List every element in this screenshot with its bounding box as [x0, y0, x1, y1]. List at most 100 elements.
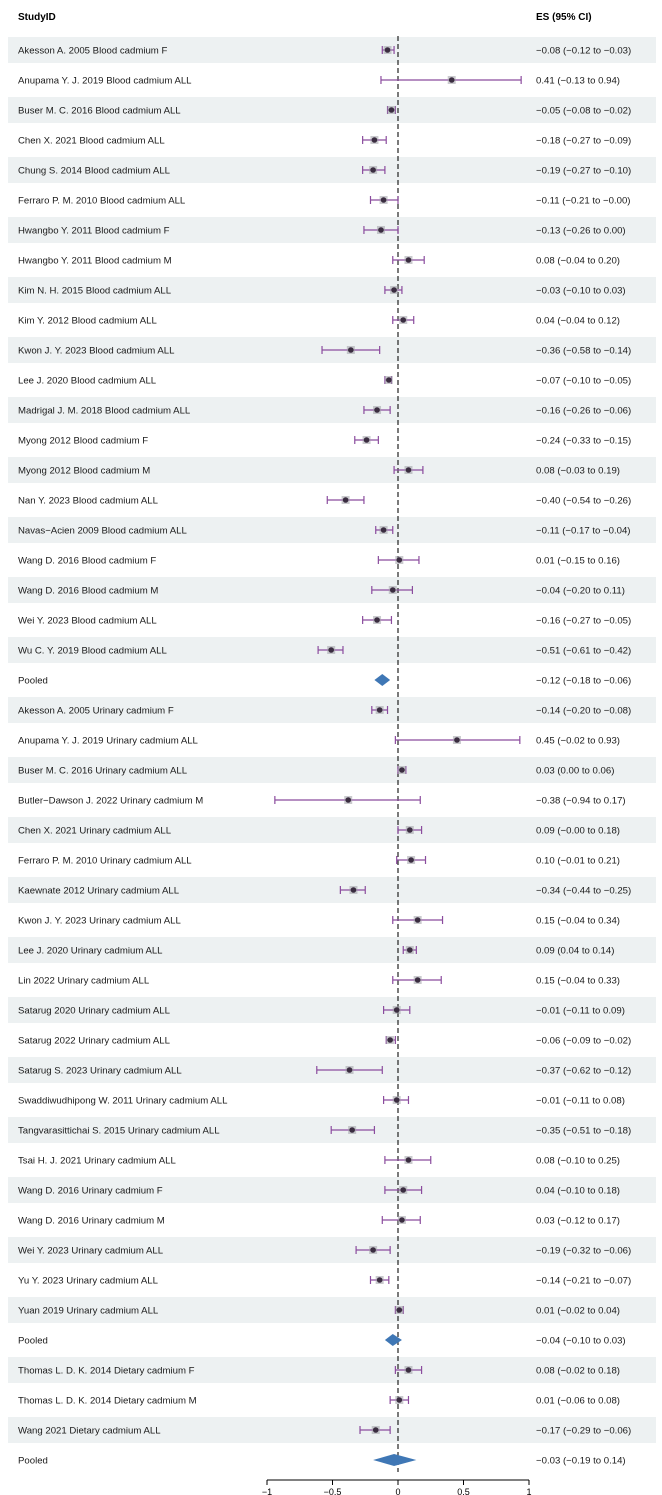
study-label: Tangvarasittichai S. 2015 Urinary cadmiu…: [18, 1126, 220, 1137]
point-estimate: [407, 827, 413, 833]
es-ci-value: −0.04 (−0.10 to 0.03): [536, 1336, 626, 1347]
es-ci-value: −0.34 (−0.44 to −0.25): [536, 886, 631, 897]
study-label: Akesson A. 2005 Blood cadmium F: [18, 46, 167, 57]
point-estimate: [349, 1127, 355, 1133]
study-label: Myong 2012 Blood cadmium F: [18, 436, 148, 447]
point-estimate: [381, 197, 387, 203]
point-estimate: [389, 107, 395, 113]
es-ci-value: −0.18 (−0.27 to −0.09): [536, 136, 631, 147]
study-id-header: StudyID: [18, 12, 56, 23]
point-estimate: [400, 1187, 406, 1193]
x-tick-label: −0.5: [324, 1487, 342, 1495]
es-ci-value: −0.07 (−0.10 to −0.05): [536, 376, 631, 387]
study-label: Wei Y. 2023 Urinary cadmium ALL: [18, 1246, 164, 1257]
x-tick-label: 0: [395, 1487, 400, 1495]
pooled-label: Pooled: [18, 1336, 48, 1347]
point-estimate: [391, 287, 397, 293]
study-label: Satarug 2022 Urinary cadmium ALL: [18, 1036, 171, 1047]
point-estimate: [454, 737, 460, 743]
es-ci-value: −0.03 (−0.10 to 0.03): [536, 286, 626, 297]
es-ci-value: 0.01 (−0.15 to 0.16): [536, 556, 620, 567]
es-ci-value: 0.10 (−0.01 to 0.21): [536, 856, 620, 867]
es-ci-value: −0.36 (−0.58 to −0.14): [536, 346, 631, 357]
study-label: Anupama Y. J. 2019 Urinary cadmium ALL: [18, 736, 199, 747]
es-ci-value: 0.41 (−0.13 to 0.94): [536, 76, 620, 87]
es-ci-value: 0.04 (−0.10 to 0.18): [536, 1186, 620, 1197]
study-label: Satarug 2020 Urinary cadmium ALL: [18, 1006, 171, 1017]
point-estimate: [364, 437, 370, 443]
es-ci-value: −0.06 (−0.09 to −0.02): [536, 1036, 631, 1047]
point-estimate: [394, 1097, 400, 1103]
es-ci-value: −0.11 (−0.21 to −0.00): [536, 196, 631, 207]
point-estimate: [372, 137, 378, 143]
es-ci-value: −0.08 (−0.12 to −0.03): [536, 46, 631, 57]
point-estimate: [351, 887, 357, 893]
study-label: Madrigal J. M. 2018 Blood cadmium ALL: [18, 406, 191, 417]
point-estimate: [377, 707, 383, 713]
es-ci-value: −0.01 (−0.11 to 0.09): [536, 1006, 625, 1017]
point-estimate: [406, 1367, 412, 1373]
study-label: Tsai H. J. 2021 Urinary cadmium ALL: [18, 1156, 176, 1167]
study-label: Chen X. 2021 Blood cadmium ALL: [18, 136, 165, 147]
point-estimate: [387, 1037, 393, 1043]
es-ci-value: −0.01 (−0.11 to 0.08): [536, 1096, 625, 1107]
study-label: Kaewnate 2012 Urinary cadmium ALL: [18, 886, 180, 897]
x-tick-label: −1: [262, 1487, 272, 1495]
point-estimate: [449, 77, 455, 83]
es-ci-value: −0.16 (−0.27 to −0.05): [536, 616, 631, 627]
point-estimate: [345, 797, 351, 803]
point-estimate: [370, 167, 376, 173]
point-estimate: [415, 977, 421, 983]
study-label: Satarug S. 2023 Urinary cadmium ALL: [18, 1066, 182, 1077]
es-ci-value: 0.15 (−0.04 to 0.33): [536, 976, 620, 987]
study-label: Lin 2022 Urinary cadmium ALL: [18, 976, 150, 987]
es-ci-value: −0.04 (−0.20 to 0.11): [536, 586, 625, 597]
es-ci-value: −0.19 (−0.32 to −0.06): [536, 1246, 631, 1257]
point-estimate: [328, 647, 334, 653]
es-ci-value: −0.16 (−0.26 to −0.06): [536, 406, 631, 417]
point-estimate: [370, 1247, 376, 1253]
point-estimate: [400, 317, 406, 323]
point-estimate: [415, 917, 421, 923]
point-estimate: [397, 1307, 403, 1313]
study-label: Wu C. Y. 2019 Blood cadmium ALL: [18, 646, 167, 657]
study-label: Kwon J. Y. 2023 Urinary cadmium ALL: [18, 916, 181, 927]
x-axis: −1 −0.5 0 0.5 1: [262, 1480, 532, 1495]
point-estimate: [374, 617, 380, 623]
point-estimate: [377, 1277, 383, 1283]
study-label: Thomas L. D. K. 2014 Dietary cadmium M: [18, 1396, 197, 1407]
es-ci-value: 0.08 (−0.03 to 0.19): [536, 466, 620, 477]
study-label: Hwangbo Y. 2011 Blood cadmium F: [18, 226, 170, 237]
study-label: Kim N. H. 2015 Blood cadmium ALL: [18, 286, 172, 297]
point-estimate: [343, 497, 349, 503]
es-ci-value: 0.08 (−0.10 to 0.25): [536, 1156, 620, 1167]
es-ci-value: −0.12 (−0.18 to −0.06): [536, 676, 631, 687]
pooled-label: Pooled: [18, 676, 48, 687]
es-ci-value: 0.03 (−0.12 to 0.17): [536, 1216, 620, 1227]
study-label: Wang D. 2016 Blood cadmium M: [18, 586, 158, 597]
x-tick-label: 1: [526, 1487, 531, 1495]
es-ci-value: −0.35 (−0.51 to −0.18): [536, 1126, 631, 1137]
point-estimate: [399, 767, 405, 773]
study-label: Ferraro P. M. 2010 Urinary cadmium ALL: [18, 856, 192, 867]
point-estimate: [394, 1007, 400, 1013]
point-estimate: [373, 1427, 379, 1433]
es-ci-value: 0.03 (0.00 to 0.06): [536, 766, 614, 777]
point-estimate: [406, 1157, 412, 1163]
study-label: Myong 2012 Blood cadmium M: [18, 466, 150, 477]
es-ci-header: ES (95% CI): [536, 12, 592, 23]
point-estimate: [348, 347, 354, 353]
pooled-diamond: [373, 1454, 416, 1466]
es-ci-value: −0.05 (−0.08 to −0.02): [536, 106, 631, 117]
study-label: Chen X. 2021 Urinary cadmium ALL: [18, 826, 172, 837]
es-ci-value: 0.09 (0.04 to 0.14): [536, 946, 614, 957]
study-label: Lee J. 2020 Blood cadmium ALL: [18, 376, 157, 387]
point-estimate: [408, 857, 414, 863]
study-label: Wang D. 2016 Blood cadmium F: [18, 556, 156, 567]
study-label: Butler−Dawson J. 2022 Urinary cadmium M: [18, 796, 203, 807]
study-label: Kwon J. Y. 2023 Blood cadmium ALL: [18, 346, 175, 357]
es-ci-value: 0.15 (−0.04 to 0.34): [536, 916, 620, 927]
study-label: Yu Y. 2023 Urinary cadmium ALL: [18, 1276, 159, 1287]
point-estimate: [407, 947, 413, 953]
